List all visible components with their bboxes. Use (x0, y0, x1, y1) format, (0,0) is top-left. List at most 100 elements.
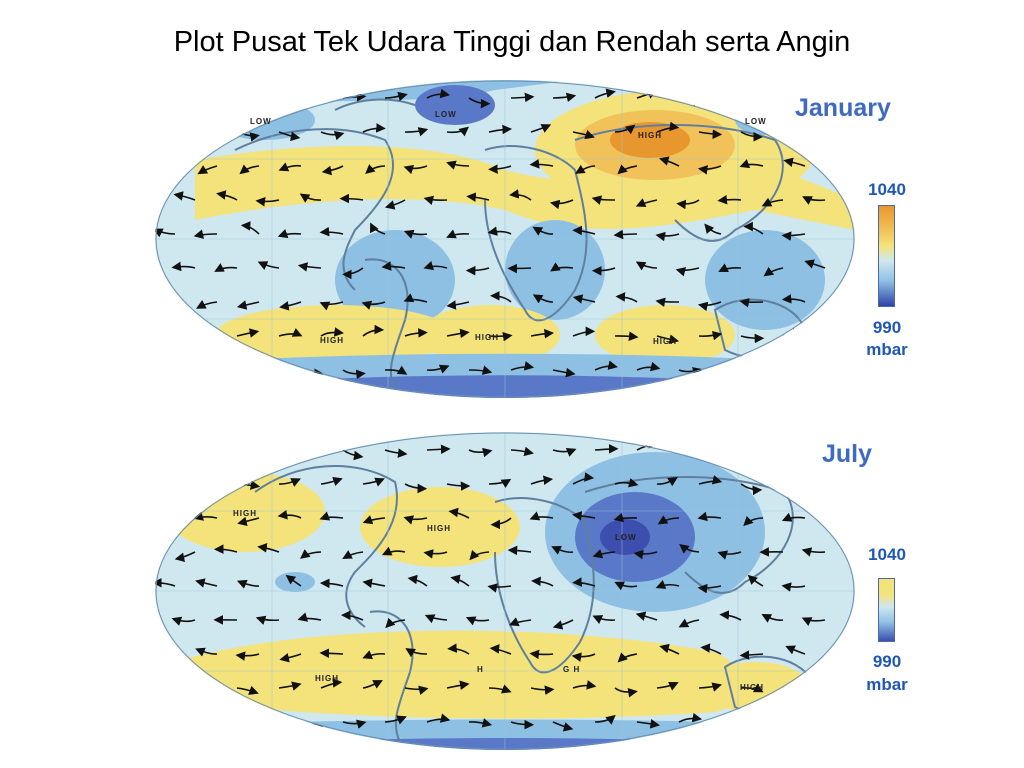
wind-arrow (552, 447, 577, 457)
wind-arrow (381, 546, 406, 556)
wind-arrow (195, 647, 218, 657)
wind-arrow (320, 130, 345, 141)
wind-arrow (426, 88, 450, 99)
wind-arrow (257, 543, 280, 553)
wind-arrow (278, 131, 301, 142)
wind-arrow (488, 331, 513, 342)
wind-arrow (468, 447, 493, 458)
wind-arrow (804, 713, 828, 724)
wind-arrow (446, 680, 470, 690)
wind-arrow (362, 650, 386, 660)
wind-arrow (255, 615, 280, 625)
wind-arrow (320, 678, 343, 689)
month-title-july: July (822, 440, 873, 468)
wind-arrow (216, 447, 239, 457)
wind-arrow (510, 719, 535, 730)
wind-arrow (236, 685, 259, 695)
wind-arrow (381, 261, 406, 271)
wind-arrow (594, 88, 616, 99)
wind-arrow (781, 582, 806, 592)
wind-arrow (572, 472, 595, 485)
wind-arrow (216, 363, 240, 373)
wind-arrow (320, 476, 343, 486)
wind-arrow (594, 444, 619, 454)
wind-arrow (214, 263, 238, 272)
wind-arrow (740, 333, 765, 344)
wind-arrow (213, 544, 238, 554)
wind-arrow (698, 129, 723, 139)
wind-arrow (575, 164, 596, 174)
wind-arrow (300, 92, 324, 102)
wind-arrow (783, 157, 806, 167)
wind-arrow (739, 650, 764, 660)
wind-arrow (635, 611, 658, 621)
wind-arrow (488, 684, 512, 694)
wind-arrow (468, 97, 491, 109)
month-title-january: January (795, 94, 891, 122)
wind-arrow (592, 549, 616, 559)
wind-arrow (530, 685, 555, 695)
label-high-atlantic-north: HIGH (427, 524, 451, 533)
wind-arrow (720, 720, 745, 730)
wind-arrow (384, 715, 407, 725)
wind-arrow (236, 579, 260, 589)
wind-arrow (678, 618, 700, 628)
label-low-asia: LOW (745, 117, 767, 126)
wind-arrow (675, 267, 700, 277)
wind-arrow (678, 712, 703, 723)
wind-arrow (487, 583, 512, 593)
wind-arrow (258, 718, 283, 728)
wind-arrow (403, 229, 428, 239)
wind-arrow (801, 617, 826, 627)
wind-arrow (697, 511, 722, 522)
wind-arrow (551, 546, 574, 555)
wind-arrow (824, 325, 845, 337)
wind-arrow (488, 478, 512, 488)
wind-arrow (530, 475, 554, 485)
wind-arrow (510, 361, 535, 371)
label-high-australia: HIGH (740, 683, 764, 692)
wind-arrow (319, 301, 344, 311)
wind-arrow (300, 444, 325, 454)
wind-arrow (174, 551, 196, 562)
wind-arrow (781, 231, 806, 241)
wind-arrow (468, 718, 493, 728)
wind-arrow (423, 549, 448, 559)
wind-arrow (635, 261, 658, 271)
label-high-atlantic-south: HIGH (475, 333, 499, 342)
wind-arrow (466, 192, 490, 202)
wind-arrow (446, 481, 471, 491)
wind-arrow (487, 226, 512, 236)
wind-arrow (571, 652, 596, 662)
wind-arrow (365, 164, 386, 175)
wind-arrow (278, 478, 301, 487)
wind-arrow (739, 297, 764, 308)
scale-unit-january: mbar (866, 340, 908, 359)
wind-arrow (465, 265, 490, 276)
scale-max-july: 1040 (868, 545, 906, 564)
wind-arrow (761, 197, 784, 207)
wind-arrow (781, 512, 806, 522)
wind-arrow (678, 441, 702, 451)
wind-arrow (155, 509, 176, 519)
wind-arrow (720, 90, 744, 101)
wind-arrow (532, 294, 554, 304)
map-july: HIGH HIGH LOW HIGH H G H HIGH (155, 432, 855, 750)
wind-arrow (801, 547, 826, 557)
wind-arrow (529, 159, 554, 169)
scale-min-july: 990 (872, 652, 902, 671)
wind-arrow (530, 328, 555, 339)
wind-arrow (720, 442, 745, 453)
wind-arrow (448, 507, 470, 519)
wind-arrow (509, 189, 532, 201)
wind-arrow (285, 574, 302, 587)
wind-arrow (171, 261, 196, 272)
wind-arrow (174, 714, 199, 724)
wind-arrow (407, 574, 428, 587)
wind-arrow (342, 369, 366, 380)
wind-arrow (240, 221, 260, 235)
wind-arrow (216, 89, 241, 99)
wind-arrow (278, 162, 302, 172)
label-high-pacific-south: HIGH (320, 336, 344, 345)
wind-arrow (740, 483, 763, 496)
